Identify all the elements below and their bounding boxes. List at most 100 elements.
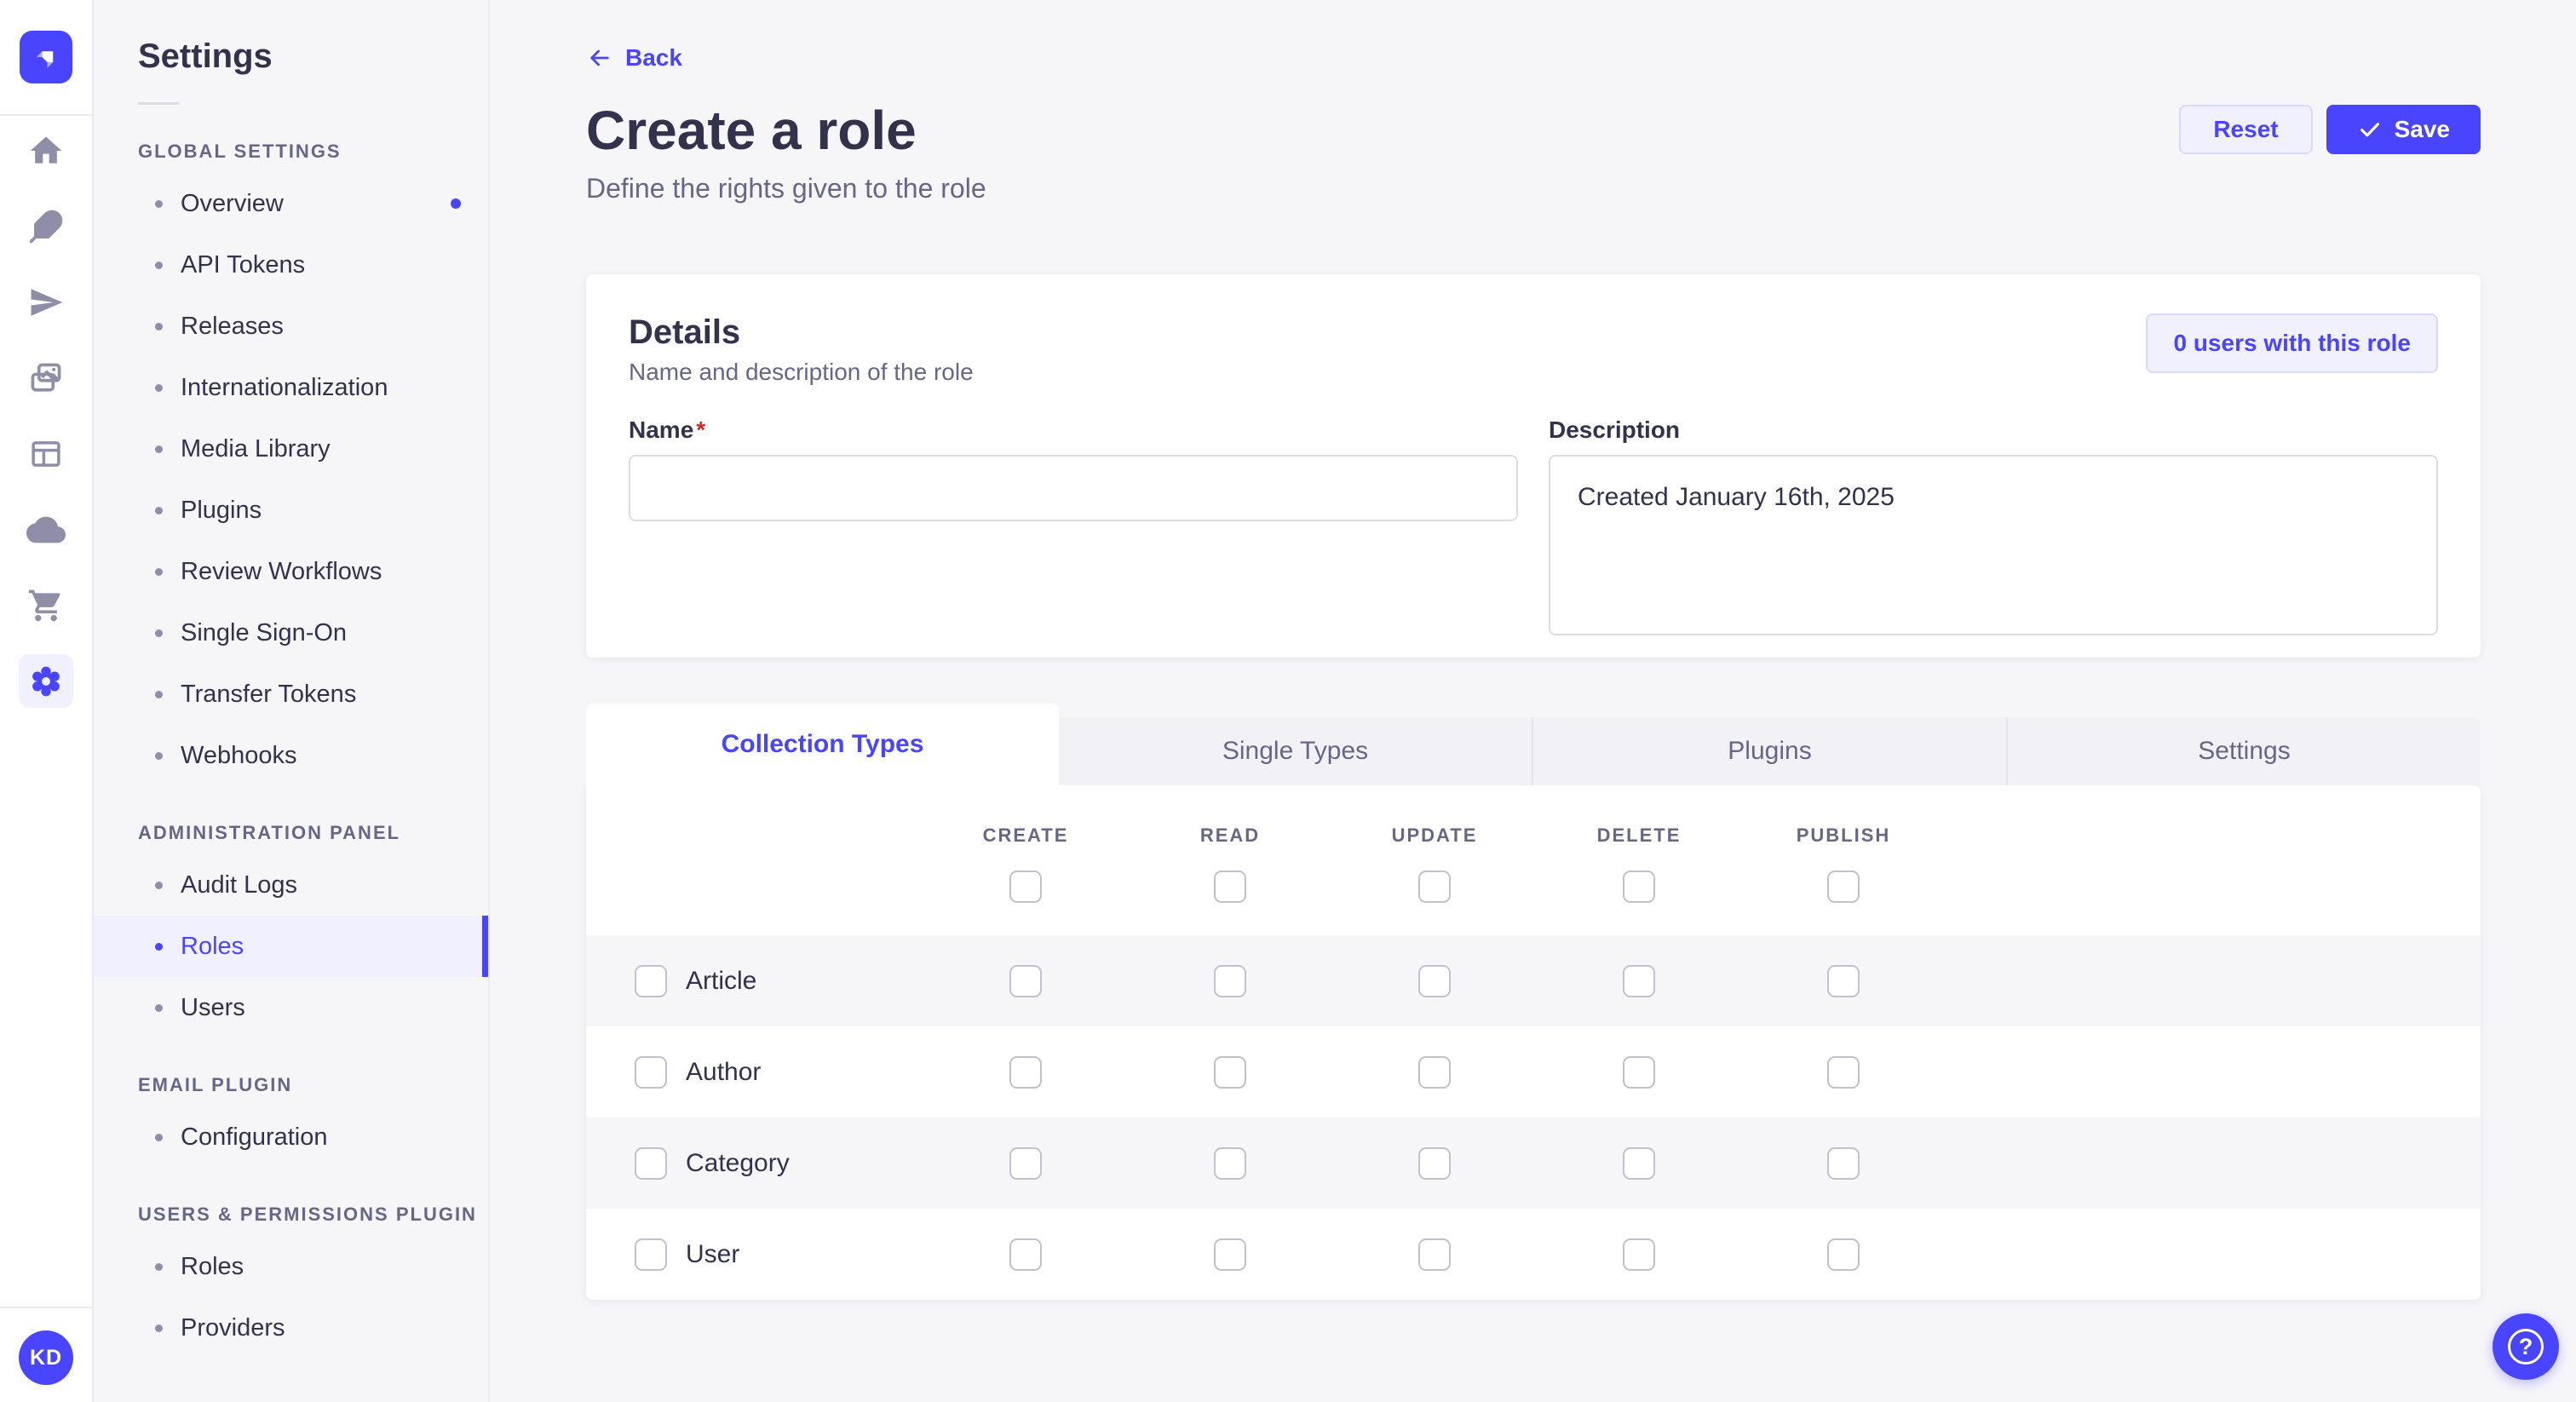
subnav-title-divider [138, 102, 179, 105]
user-delete-checkbox[interactable] [1623, 1238, 1655, 1271]
sidebar-item-media-library[interactable]: Media Library [94, 418, 488, 480]
cell-article-update [1332, 965, 1537, 997]
sidebar-item-audit-logs[interactable]: Audit Logs [94, 854, 488, 916]
sidebar-item-label: Review Workflows [181, 558, 382, 586]
sidebar-item-providers[interactable]: Providers [94, 1297, 488, 1359]
tab-settings[interactable]: Settings [2006, 717, 2481, 785]
cell-category-delete [1537, 1147, 1741, 1180]
cloud-icon [26, 510, 66, 549]
article-create-checkbox[interactable] [1009, 965, 1042, 997]
sidebar-item-label: Roles [181, 933, 244, 961]
cell-category-create [923, 1147, 1128, 1180]
sidebar-item-webhooks[interactable]: Webhooks [94, 725, 488, 786]
sidebar-item-plugins[interactable]: Plugins [94, 480, 488, 541]
required-mark: * [696, 417, 705, 443]
tab-collection-types[interactable]: Collection Types [586, 704, 1059, 785]
row-label: Category [686, 1149, 790, 1178]
tab-single-types[interactable]: Single Types [1059, 717, 1532, 785]
author-publish-checkbox[interactable] [1827, 1056, 1860, 1089]
nav-cloud-button[interactable] [19, 503, 73, 556]
sidebar-item-label: API Tokens [181, 251, 305, 279]
nav-content-manager-button[interactable] [19, 427, 73, 480]
details-card-header: Details Name and description of the role… [629, 313, 2438, 387]
select-all-delete-checkbox[interactable] [1623, 871, 1655, 903]
select-all-update-checkbox[interactable] [1418, 871, 1451, 903]
tab-plugins[interactable]: Plugins [1532, 717, 2006, 785]
category-read-checkbox[interactable] [1214, 1147, 1246, 1180]
sidebar-item-transfer-tokens[interactable]: Transfer Tokens [94, 664, 488, 725]
row-user-checkbox[interactable] [635, 1238, 667, 1271]
article-read-checkbox[interactable] [1214, 965, 1246, 997]
sidebar-item-label: Overview [181, 190, 284, 218]
nav-media-library-button[interactable] [19, 351, 73, 405]
strapi-logo[interactable] [20, 31, 72, 83]
nav-content-type-builder-button[interactable] [19, 199, 73, 253]
help-button[interactable]: ? [2493, 1313, 2559, 1380]
subnav-title: Settings [94, 36, 488, 77]
active-indicator [482, 916, 488, 977]
users-with-role-button[interactable]: 0 users with this role [2146, 313, 2438, 373]
user-publish-checkbox[interactable] [1827, 1238, 1860, 1271]
back-arrow-icon [586, 44, 613, 72]
subnav-section-label: ADMINISTRATION PANEL [138, 822, 488, 844]
user-create-checkbox[interactable] [1009, 1238, 1042, 1271]
row-category-checkbox[interactable] [635, 1147, 667, 1180]
save-button[interactable]: Save [2326, 105, 2481, 154]
sidebar-item-single-sign-on[interactable]: Single Sign-On [94, 602, 488, 664]
sidebar-item-configuration[interactable]: Configuration [94, 1106, 488, 1168]
name-field-group: Name* [629, 416, 1518, 635]
sidebar-item-internationalization[interactable]: Internationalization [94, 357, 488, 418]
sidebar-item-api-tokens[interactable]: API Tokens [94, 234, 488, 296]
author-delete-checkbox[interactable] [1623, 1056, 1655, 1089]
author-create-checkbox[interactable] [1009, 1056, 1042, 1089]
sidebar-item-releases[interactable]: Releases [94, 296, 488, 357]
nav-settings-button[interactable] [19, 654, 73, 708]
article-delete-checkbox[interactable] [1623, 965, 1655, 997]
reset-button[interactable]: Reset [2179, 105, 2312, 154]
category-create-checkbox[interactable] [1009, 1147, 1042, 1180]
author-update-checkbox[interactable] [1418, 1056, 1451, 1089]
cell-article-create [923, 965, 1128, 997]
nav-deploy-button[interactable] [19, 275, 73, 329]
author-read-checkbox[interactable] [1214, 1056, 1246, 1089]
column-header-create: CREATE [923, 825, 1128, 903]
feather-icon [28, 209, 64, 244]
description-textarea[interactable]: Created January 16th, 2025 [1549, 455, 2438, 635]
category-update-checkbox[interactable] [1418, 1147, 1451, 1180]
bullet-icon [155, 691, 163, 698]
select-all-publish-checkbox[interactable] [1827, 871, 1860, 903]
permissions-head-spacer [586, 825, 923, 903]
description-field-group: Description Created January 16th, 2025 [1549, 416, 2438, 635]
sidebar-item-roles[interactable]: Roles [94, 916, 488, 977]
nav-home-button[interactable] [19, 124, 73, 177]
article-update-checkbox[interactable] [1418, 965, 1451, 997]
page-subtitle: Define the rights given to the role [586, 173, 986, 204]
user-read-checkbox[interactable] [1214, 1238, 1246, 1271]
row-article-checkbox[interactable] [635, 965, 667, 997]
cell-user-publish [1741, 1238, 1946, 1271]
sidebar-item-review-workflows[interactable]: Review Workflows [94, 541, 488, 602]
cell-user-delete [1537, 1238, 1741, 1271]
cell-category-read [1128, 1147, 1332, 1180]
row-author-checkbox[interactable] [635, 1056, 667, 1089]
sidebar-item-label: Releases [181, 313, 284, 341]
name-input[interactable] [629, 455, 1518, 521]
logo-section [0, 0, 92, 116]
article-publish-checkbox[interactable] [1827, 965, 1860, 997]
back-link[interactable]: Back [586, 44, 682, 72]
category-publish-checkbox[interactable] [1827, 1147, 1860, 1180]
bullet-icon [155, 200, 163, 208]
user-avatar[interactable]: KD [19, 1330, 73, 1385]
user-update-checkbox[interactable] [1418, 1238, 1451, 1271]
sidebar-item-roles[interactable]: Roles [94, 1236, 488, 1297]
nav-marketplace-button[interactable] [19, 578, 73, 632]
table-row-author: Author [586, 1026, 2481, 1118]
category-delete-checkbox[interactable] [1623, 1147, 1655, 1180]
sidebar-item-overview[interactable]: Overview [94, 173, 488, 234]
select-all-read-checkbox[interactable] [1214, 871, 1246, 903]
sidebar-item-users[interactable]: Users [94, 977, 488, 1038]
rail-icon-list [0, 116, 92, 708]
column-header-publish: PUBLISH [1741, 825, 1946, 903]
select-all-create-checkbox[interactable] [1009, 871, 1042, 903]
permissions-section: Collection TypesSingle TypesPluginsSetti… [586, 704, 2481, 1300]
